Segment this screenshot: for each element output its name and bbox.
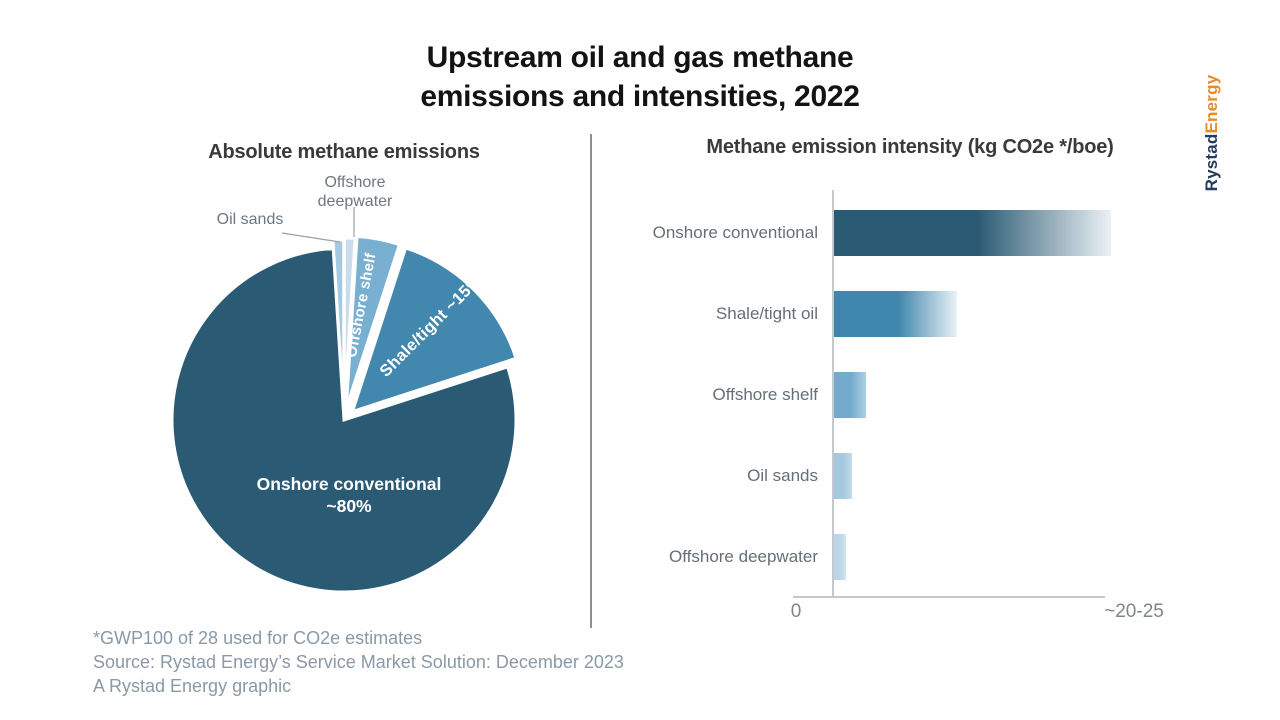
- footnote-source: Source: Rystad Energy’s Service Market S…: [93, 652, 624, 672]
- footnotes: *GWP100 of 28 used for CO2e estimates So…: [93, 626, 624, 698]
- bar-category-label-shale-tight-oil: Shale/tight oil: [715, 304, 818, 323]
- bar-chart-x-axis-line: [793, 596, 1105, 598]
- pie-slice-shale-tight: [350, 246, 518, 414]
- pie-label-oil-sands: Oil sands: [216, 211, 284, 228]
- footnote-credit: A Rystad Energy graphic: [93, 676, 292, 696]
- panel-divider: [590, 134, 592, 628]
- pie-slice-offshore-shelf: [344, 234, 402, 409]
- rystad-energy-logo: RystadEnergy: [1202, 72, 1224, 194]
- leader-oil-sands: [281, 232, 341, 243]
- bar-category-label-offshore-shelf: Offshore shelf: [712, 385, 818, 404]
- pie-slice-offshore-deepwater: [342, 236, 357, 411]
- bar-offshore-deepwater: [834, 534, 846, 580]
- page-title-line1: Upstream oil and gas methane: [426, 41, 854, 74]
- pie-chart-title: Absolute methane emissions: [208, 141, 480, 163]
- page-title-line2: emissions and intensities, 2022: [420, 80, 860, 113]
- x-axis-tick-zero: 0: [790, 601, 802, 622]
- x-axis-tick-max: ~20-25: [1104, 601, 1164, 622]
- pie-slice-label-onshore-line1: Onshore conventional: [257, 474, 442, 494]
- bar-oil-sands: [834, 453, 852, 499]
- bar-chart-y-axis-line: [832, 190, 834, 597]
- bar-category-label-onshore-conventional: Onshore conventional: [652, 223, 818, 242]
- pie-slice-onshore-conventional: [170, 246, 518, 594]
- logo-energy: Energy: [1202, 74, 1221, 134]
- page-title: Upstream oil and gas methane emissions a…: [0, 38, 1280, 116]
- logo-rystad: Rystad: [1202, 133, 1221, 192]
- bar-category-label-oil-sands: Oil sands: [747, 466, 818, 485]
- bar-onshore-conventional: [834, 210, 1111, 256]
- bar-category-label-offshore-deepwater: Offshore deepwater: [669, 547, 818, 566]
- pie-slice-label-onshore-line2: ~80%: [326, 496, 372, 516]
- pie-label-offshore-deepwater: Offshore deepwater: [317, 174, 393, 210]
- bar-shale-tight-oil: [834, 291, 957, 337]
- bar-chart-title: Methane emission intensity (kg CO2e */bo…: [706, 136, 1114, 158]
- footnote-gwp: *GWP100 of 28 used for CO2e estimates: [93, 628, 423, 648]
- bar-offshore-shelf: [834, 372, 866, 418]
